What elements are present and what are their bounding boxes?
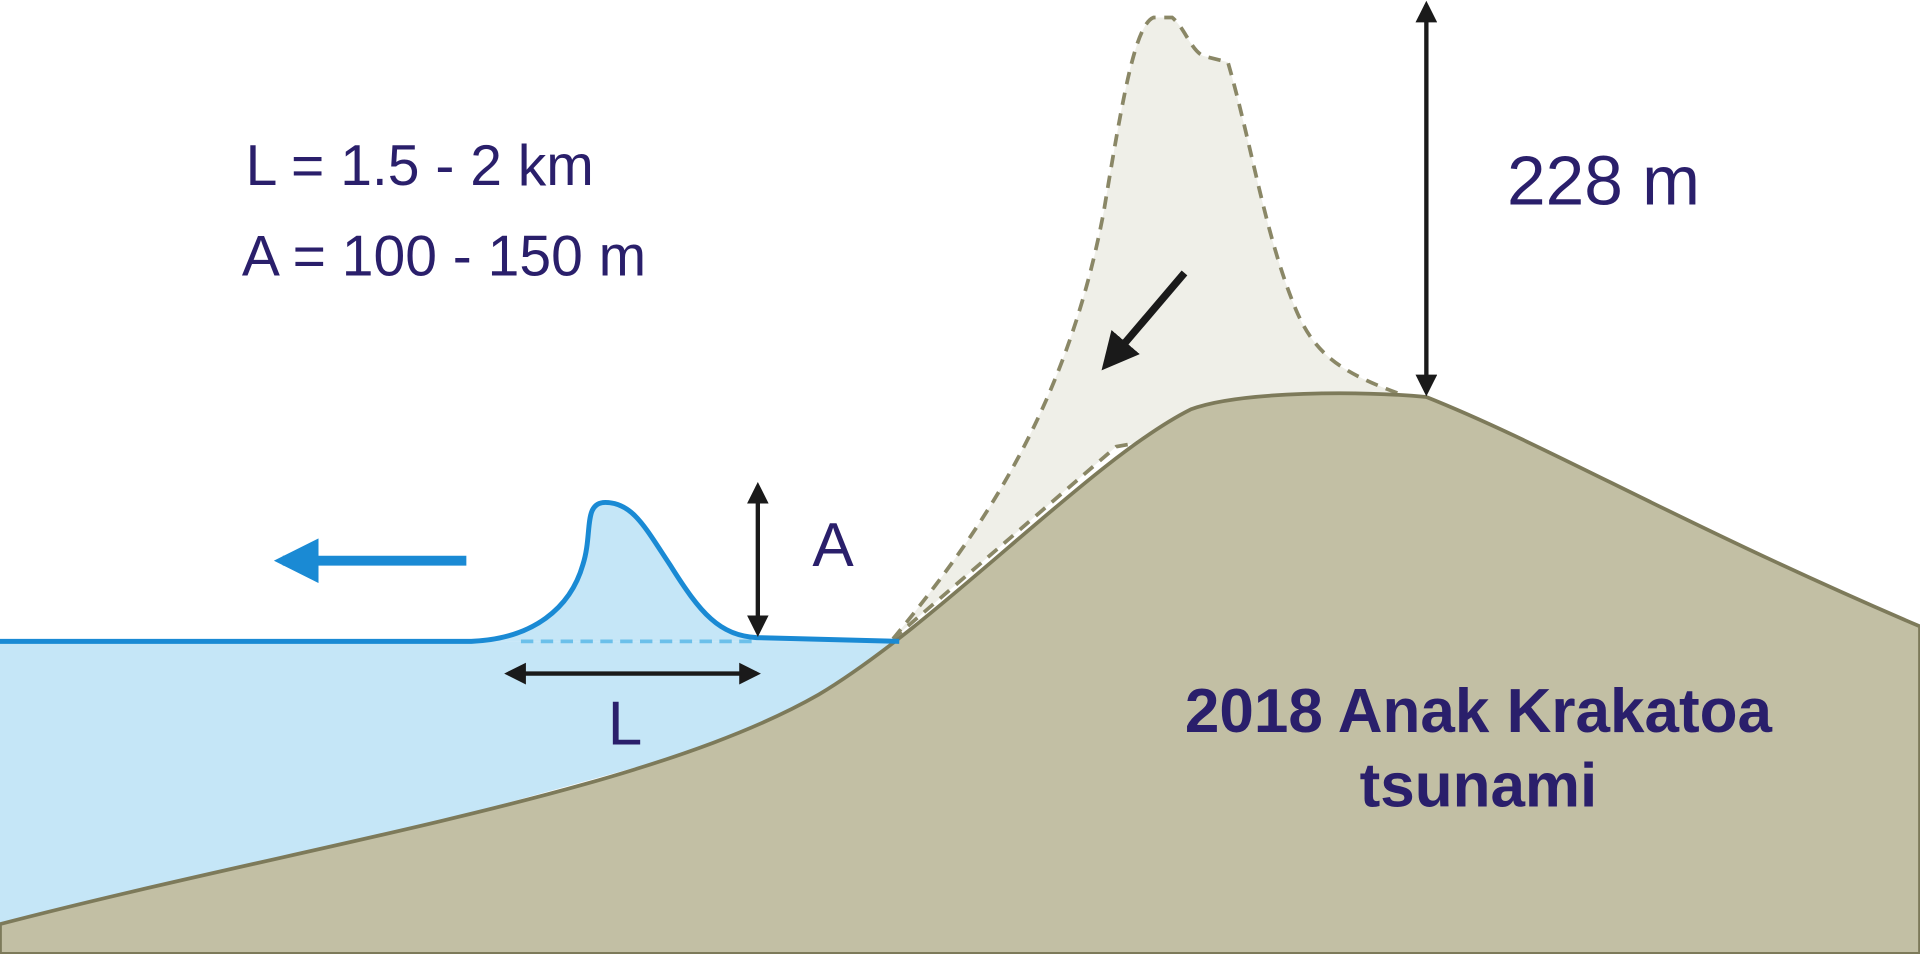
volcano-ground [0, 391, 1920, 954]
title-line1: 2018 Anak Krakatoa [1185, 677, 1773, 746]
l-marker: L [608, 690, 642, 759]
a-marker: A [812, 511, 854, 580]
collapsed-flank [891, 15, 1409, 641]
amplitude-label: A = 100 - 150 m [242, 225, 646, 289]
wave [0, 499, 900, 644]
water [0, 641, 900, 943]
wavelength-label: L = 1.5 - 2 km [246, 134, 594, 198]
title-line2: tsunami [1360, 752, 1598, 821]
height-label: 228 m [1507, 141, 1700, 219]
collapse-arrow [1101, 270, 1188, 371]
